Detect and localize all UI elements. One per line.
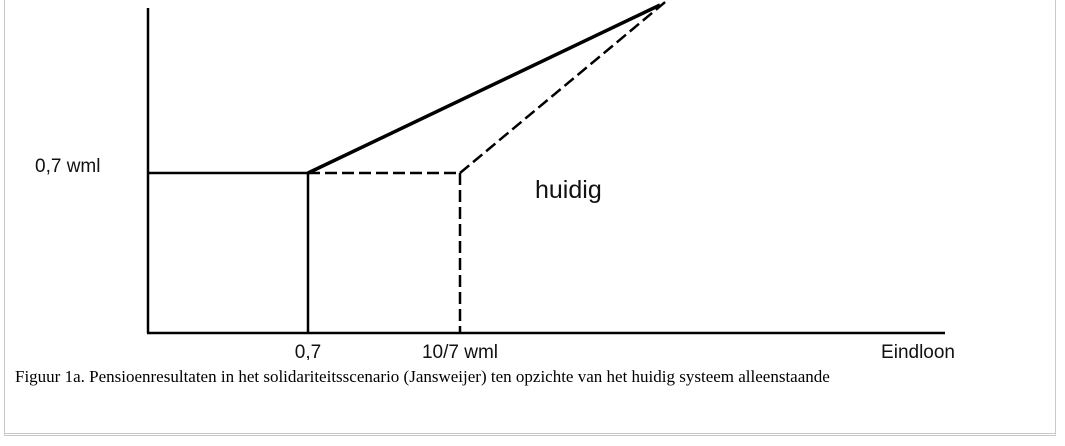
caption: Figuur 1a. Pensioenresultaten in het sol… (15, 367, 830, 386)
diagram: 0,7 wml huidig 0,7 10/7 wml Eindloon (35, 0, 955, 360)
x-label: 10/7 wml (422, 342, 498, 360)
caption-box: Figuur 1a. Pensioenresultaten in het sol… (15, 366, 1065, 388)
current-curve (459, 0, 670, 174)
x-axis-label: Eindloon (881, 342, 955, 360)
x-label: 0,7 (295, 342, 321, 360)
y-level-label: 0,7 wml (35, 156, 100, 177)
new-curve (307, 3, 661, 175)
curve-label: huidig (535, 176, 602, 204)
figure-frame (4, 0, 1056, 436)
